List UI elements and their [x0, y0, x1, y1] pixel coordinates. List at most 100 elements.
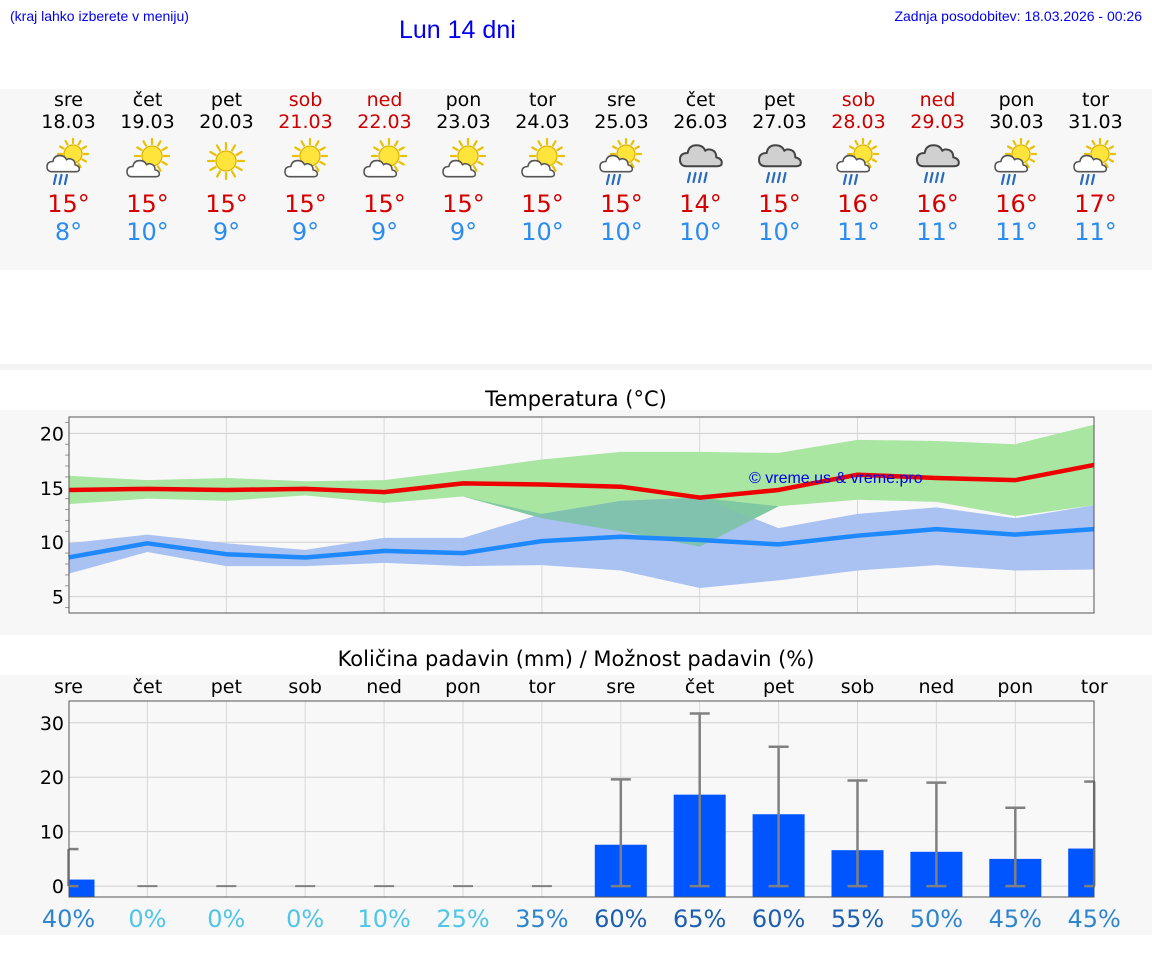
temp-min: 11°: [916, 218, 959, 246]
precipitation-chart-title: Količina padavin (mm) / Možnost padavin …: [337, 647, 815, 671]
rain-drop: [1084, 173, 1090, 186]
temp-max: 15°: [126, 190, 169, 218]
day-name: sre: [54, 89, 83, 111]
sun-ray: [551, 140, 557, 147]
sun-ray: [393, 140, 399, 147]
rain-drop: [57, 173, 63, 186]
day-label: sre: [54, 676, 83, 698]
temp-min: 11°: [1074, 218, 1117, 246]
sun-ray: [629, 139, 635, 146]
day-date: 22.03: [357, 111, 412, 133]
sun-cloud-icon: [283, 137, 328, 178]
daily-forecast-row: sre 18.03 15° 8° čet 19.03 15° 10° pet 20.03 15° 9°…: [29, 89, 1135, 257]
precip-probability: 25%: [436, 905, 489, 933]
cloud-shape: [757, 144, 802, 168]
day-label: pon: [997, 676, 1033, 698]
precip-probability: 60%: [594, 905, 647, 933]
sun-ray: [314, 140, 320, 147]
day-date: 18.03: [41, 111, 96, 133]
temp-max: 16°: [837, 190, 880, 218]
sun-ray: [611, 145, 618, 150]
rain-drop: [928, 171, 934, 184]
sun-ray: [555, 146, 563, 152]
sun-ray: [208, 165, 217, 172]
day-name: ned: [366, 89, 403, 111]
sun-ray: [633, 158, 640, 163]
rain-drop: [697, 171, 702, 184]
sun-ray: [866, 139, 872, 146]
day-name: pon: [445, 89, 482, 111]
sun-disc: [214, 150, 237, 172]
temp-min: 9°: [212, 218, 241, 246]
sun-cloud-rain-icon: [993, 137, 1037, 186]
precip-probability: 55%: [831, 905, 884, 933]
sun-ray: [141, 140, 147, 147]
precip-probability: 0%: [207, 905, 245, 933]
cloud-body: [441, 159, 476, 178]
day-column: ned 22.03 15° 9°: [345, 89, 424, 257]
temp-max: 16°: [995, 190, 1038, 218]
sun-ray: [629, 162, 635, 169]
last-updated: Zadnja posodobitev: 18.03.2026 - 00:26: [894, 8, 1142, 24]
sun-ray: [397, 146, 405, 152]
sun-ray: [1103, 139, 1109, 146]
sun-ray: [472, 140, 478, 147]
temp-min: 9°: [370, 218, 399, 246]
day-label: ned: [366, 676, 402, 698]
day-label: pet: [211, 676, 242, 698]
sun-ray: [1107, 145, 1114, 150]
sun-ray: [80, 145, 87, 150]
cloud-shape: [835, 154, 870, 173]
day-column: sre 18.03 15° 8°: [29, 89, 108, 257]
day-name: tor: [1082, 89, 1109, 111]
sun-ray: [1006, 145, 1013, 150]
sun-ray: [314, 165, 320, 172]
sun-ray: [848, 145, 855, 150]
y-tick-label: 20: [40, 767, 64, 789]
cloud-body: [993, 154, 1028, 173]
sun-ray: [299, 140, 305, 147]
day-column: čet 26.03 14° 10°: [661, 89, 740, 257]
sun-ray: [76, 139, 82, 146]
sun-ray: [870, 158, 877, 163]
temp-max: 16°: [916, 190, 959, 218]
y-tick-label: 10: [40, 822, 64, 844]
watermark: © vreme.us & vreme.pro: [749, 470, 923, 487]
precip-bar: [69, 879, 95, 897]
day-date: 23.03: [436, 111, 491, 133]
plot-frame: [68, 700, 1095, 898]
rain-drop: [1079, 173, 1084, 186]
day-date: 29.03: [910, 111, 965, 133]
temp-min: 8°: [54, 218, 83, 246]
temp-min: 9°: [291, 218, 320, 246]
day-label: tor: [528, 676, 555, 698]
precip-probability: 65%: [673, 905, 726, 933]
day-column: tor 31.03 17° 11°: [1056, 89, 1135, 257]
day-date: 31.03: [1068, 111, 1123, 133]
cloud-body: [598, 154, 633, 173]
temp-max: 15°: [284, 190, 327, 218]
precipitation-chart: sre čet pet sob ned pon tor sre čet pet sob ned pon t…: [40, 676, 1121, 933]
sun-ray: [397, 160, 405, 166]
day-date: 27.03: [752, 111, 807, 133]
day-label: ned: [919, 676, 955, 698]
rain-drop: [605, 173, 610, 186]
rain-drop: [853, 173, 858, 186]
sun-ray: [234, 165, 243, 172]
temp-min: 11°: [995, 218, 1038, 246]
sun-ray: [1085, 145, 1092, 150]
rain-drop: [770, 171, 776, 184]
sun-ray: [372, 146, 380, 152]
sun-ray: [1028, 145, 1035, 150]
precip-probability: 10%: [357, 905, 410, 933]
temp-max: 15°: [47, 190, 90, 218]
day-name: tor: [529, 89, 556, 111]
sun-icon: [206, 141, 245, 181]
sun-shape: [206, 141, 245, 181]
temperature-chart: 5 10 15 20 © vreme.us & vreme.pro: [40, 416, 1095, 614]
rain-drop: [1005, 173, 1011, 186]
sun-cloud-rain-icon: [45, 137, 89, 186]
sun-ray: [58, 145, 65, 150]
rain-drop: [691, 171, 697, 184]
precip-probability: 50%: [910, 905, 963, 933]
